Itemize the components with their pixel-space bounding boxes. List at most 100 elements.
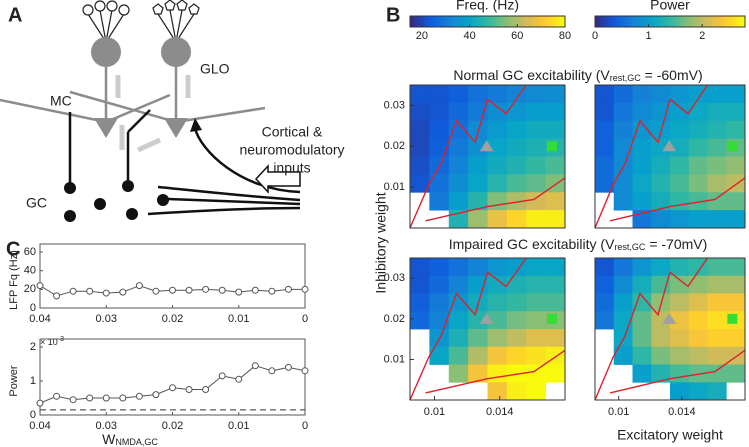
colorbar-swatch bbox=[727, 16, 731, 27]
heatmap-cell bbox=[526, 192, 547, 211]
marker bbox=[662, 140, 677, 152]
heatmap-cell bbox=[707, 275, 727, 294]
heatmap-cell bbox=[448, 293, 469, 312]
heatmap-cell bbox=[506, 329, 527, 348]
point bbox=[202, 386, 210, 393]
scale-label: × 10-3 bbox=[40, 336, 64, 348]
colorbar-swatch bbox=[417, 16, 421, 27]
heatmap-cell bbox=[688, 174, 708, 193]
colorbar-swatch bbox=[665, 16, 668, 27]
heatmap-cell bbox=[468, 364, 488, 383]
colorbar-swatch bbox=[625, 16, 628, 27]
heatmap-cell bbox=[613, 258, 633, 277]
contour bbox=[594, 84, 746, 229]
heatmap-cell bbox=[613, 85, 633, 104]
heatmap-cell bbox=[448, 275, 469, 294]
heatmap-cell bbox=[707, 364, 727, 383]
colorbar-swatch bbox=[622, 16, 626, 27]
point bbox=[36, 399, 44, 407]
heatmap-cell bbox=[448, 156, 469, 175]
heatmap-cell bbox=[487, 275, 508, 294]
heatmap-cell bbox=[429, 120, 450, 140]
plot-frame bbox=[594, 84, 746, 229]
point bbox=[69, 287, 77, 295]
colorbar-swatch bbox=[469, 16, 473, 27]
heatmap-cell bbox=[707, 120, 727, 140]
heatmap-cell bbox=[670, 102, 690, 122]
colorbar-swatch bbox=[617, 16, 621, 27]
point bbox=[135, 392, 143, 400]
colorbar-swatch bbox=[410, 16, 414, 27]
heatmap-cell bbox=[726, 192, 746, 211]
colorbar-swatch bbox=[479, 16, 483, 27]
heatmap-cell bbox=[670, 138, 690, 157]
colorbar-swatch bbox=[412, 16, 416, 27]
heatmap-cell bbox=[613, 275, 633, 294]
heatmap-cell bbox=[613, 311, 633, 330]
heatmap-cell bbox=[448, 85, 469, 104]
colorbar-swatch bbox=[682, 16, 686, 27]
point bbox=[251, 286, 259, 294]
colorbar-swatch bbox=[650, 16, 653, 27]
colorbar-swatch bbox=[697, 16, 701, 27]
colorbar-swatch bbox=[675, 16, 678, 27]
heatmap-cell bbox=[707, 156, 727, 175]
heatmap-cell bbox=[726, 329, 746, 348]
colorbar-swatch bbox=[605, 16, 608, 27]
colorbar-swatch bbox=[630, 16, 633, 27]
heatmap-cell bbox=[506, 102, 527, 122]
x-axis-label: Excitatory weight bbox=[617, 427, 723, 443]
heatmap-cell bbox=[448, 258, 469, 277]
heatmap-cell bbox=[707, 174, 727, 193]
point bbox=[102, 394, 110, 402]
heatmap-cell bbox=[410, 174, 430, 193]
colorbar-tick-label: 60 bbox=[511, 30, 523, 42]
heatmap-cell bbox=[545, 156, 566, 175]
colorbar-swatch bbox=[546, 16, 550, 27]
heatmap-cell bbox=[410, 102, 430, 122]
heatmap-cell bbox=[429, 311, 450, 330]
heatmap-cell bbox=[595, 275, 615, 294]
colorbar-swatch bbox=[482, 16, 486, 27]
heatmap-cell bbox=[506, 156, 527, 175]
heatmap-cell bbox=[707, 85, 727, 104]
heatmap-cell bbox=[487, 364, 508, 383]
heatmap-cell bbox=[632, 329, 652, 348]
marker bbox=[727, 141, 738, 152]
heatmap-cell bbox=[468, 102, 488, 122]
colorbar-swatch bbox=[495, 16, 499, 27]
colorbar-swatch bbox=[441, 16, 445, 27]
colorbar-swatch bbox=[461, 16, 465, 27]
heatmap-cell bbox=[651, 210, 671, 229]
point bbox=[119, 288, 127, 296]
marker bbox=[479, 312, 494, 324]
heatmap-cell bbox=[468, 258, 488, 277]
heatmap-cell bbox=[670, 192, 690, 211]
colorbar-swatch bbox=[425, 16, 429, 27]
colorbar-swatch bbox=[526, 16, 530, 27]
colorbar-swatch bbox=[500, 16, 504, 27]
heatmap-cell bbox=[688, 102, 708, 122]
heatmap-cell bbox=[410, 120, 430, 140]
x-tick-label: 0.03 bbox=[96, 313, 117, 325]
point bbox=[169, 384, 176, 392]
subtitle: Normal GC excitability (Vrest,GC = -60mV… bbox=[453, 67, 702, 84]
heatmap-cell bbox=[526, 174, 547, 193]
point bbox=[301, 367, 309, 375]
colorbar-swatch bbox=[670, 16, 673, 27]
heatmap-cell bbox=[670, 275, 690, 294]
colorbar-swatch bbox=[435, 16, 439, 27]
colorbar-swatch bbox=[513, 16, 517, 27]
heatmap-cell bbox=[670, 346, 690, 365]
heatmap-cell bbox=[632, 85, 652, 104]
colorbar-swatch bbox=[730, 16, 733, 27]
heatmap-cell bbox=[651, 364, 671, 383]
heatmap-cell bbox=[545, 120, 566, 140]
x-tick-label: 0.04 bbox=[29, 420, 50, 432]
colorbar-swatch bbox=[428, 16, 432, 27]
colorbar-tick-label: 1 bbox=[646, 30, 652, 42]
heatmap-cell bbox=[651, 346, 671, 365]
heatmap-cell bbox=[707, 311, 727, 330]
y-tick-label: 0.03 bbox=[384, 272, 405, 284]
colorbar-swatch bbox=[446, 16, 450, 27]
